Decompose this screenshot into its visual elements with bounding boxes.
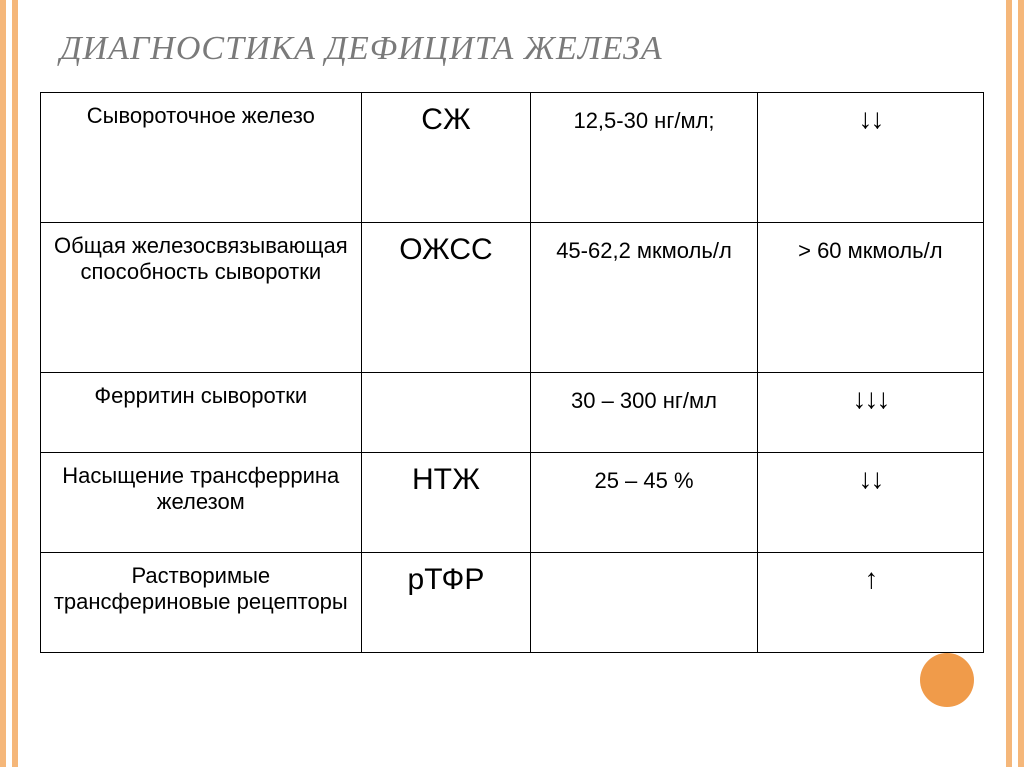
right-accent-stripe	[1006, 0, 1024, 767]
param-indicator: ↓↓	[757, 93, 983, 223]
table-row: Сывороточное железо СЖ 12,5-30 нг/мл; ↓↓	[41, 93, 984, 223]
param-name: Растворимые трансфериновые рецепторы	[41, 553, 362, 653]
param-range: 30 – 300 нг/мл	[531, 373, 757, 453]
param-indicator: ↓↓↓	[757, 373, 983, 453]
table-row: Ферритин сыворотки 30 – 300 нг/мл ↓↓↓	[41, 373, 984, 453]
param-name: Сывороточное железо	[41, 93, 362, 223]
slide-title: ДИАГНОСТИКА ДЕФИЦИТА ЖЕЛЕЗА	[60, 30, 984, 68]
param-abbr: НТЖ	[361, 453, 531, 553]
param-range	[531, 553, 757, 653]
param-indicator: ↑	[757, 553, 983, 653]
down-arrow-icon: ↓↓	[858, 463, 882, 494]
left-accent-stripe	[0, 0, 18, 767]
param-range: 25 – 45 %	[531, 453, 757, 553]
up-arrow-icon: ↑	[864, 563, 876, 594]
param-name: Ферритин сыворотки	[41, 373, 362, 453]
diagnostics-table: Сывороточное железо СЖ 12,5-30 нг/мл; ↓↓…	[40, 92, 984, 653]
param-abbr: ОЖСС	[361, 223, 531, 373]
param-range: 45-62,2 мкмоль/л	[531, 223, 757, 373]
table-row: Насыщение трансферрина железом НТЖ 25 – …	[41, 453, 984, 553]
param-abbr: СЖ	[361, 93, 531, 223]
accent-circle-icon	[920, 653, 974, 707]
down-arrow-icon: ↓↓	[858, 103, 882, 134]
param-abbr: рТФР	[361, 553, 531, 653]
table-row: Общая железосвязывающая способность сыво…	[41, 223, 984, 373]
table-row: Растворимые трансфериновые рецепторы рТФ…	[41, 553, 984, 653]
param-abbr	[361, 373, 531, 453]
param-indicator: > 60 мкмоль/л	[757, 223, 983, 373]
diagnostics-table-body: Сывороточное железо СЖ 12,5-30 нг/мл; ↓↓…	[41, 93, 984, 653]
param-range: 12,5-30 нг/мл;	[531, 93, 757, 223]
param-name: Общая железосвязывающая способность сыво…	[41, 223, 362, 373]
slide-content: ДИАГНОСТИКА ДЕФИЦИТА ЖЕЛЕЗА Сывороточное…	[40, 30, 984, 653]
down-arrow-icon: ↓↓↓	[852, 383, 888, 414]
param-indicator: ↓↓	[757, 453, 983, 553]
param-name: Насыщение трансферрина железом	[41, 453, 362, 553]
